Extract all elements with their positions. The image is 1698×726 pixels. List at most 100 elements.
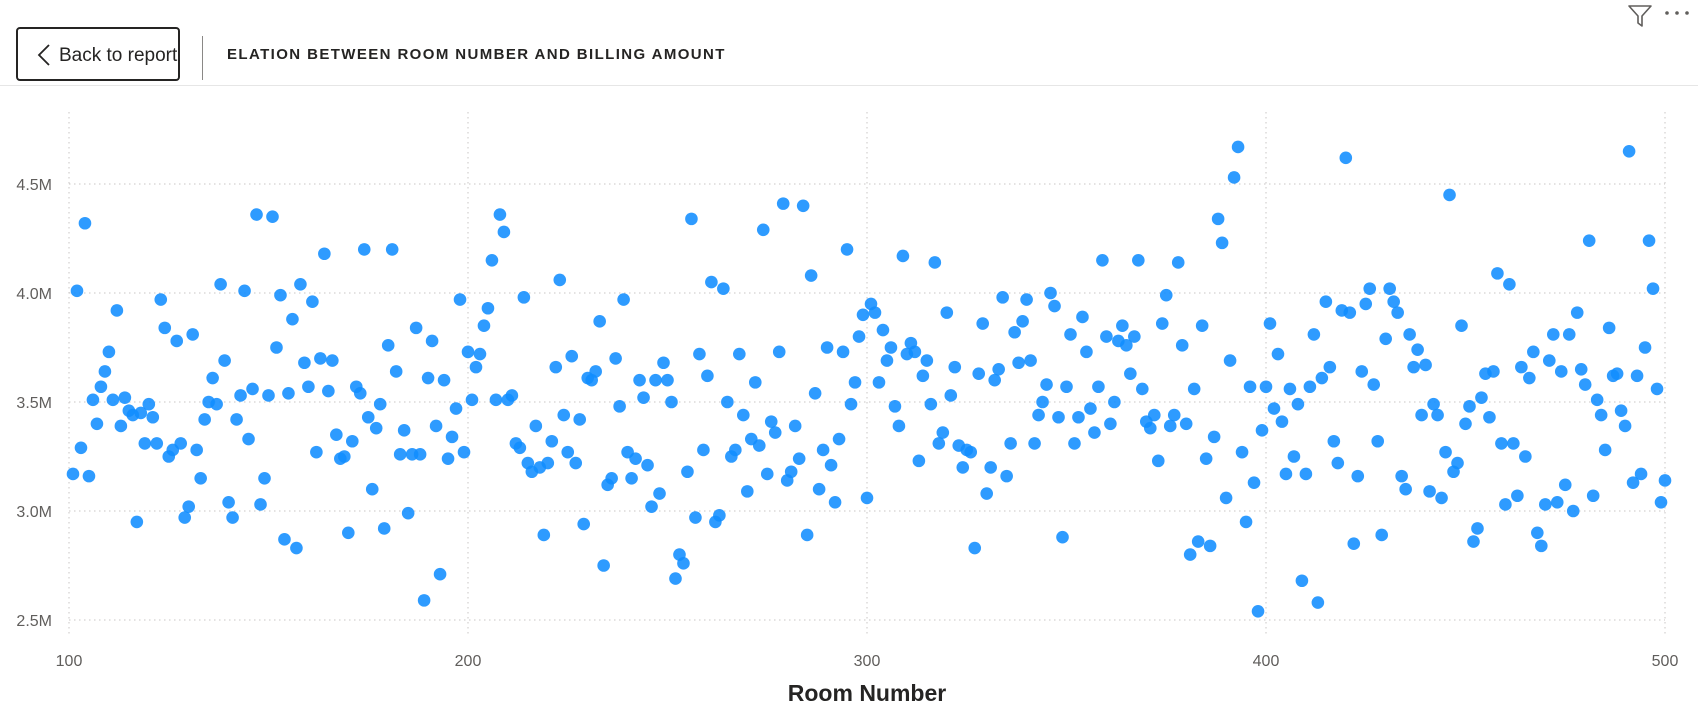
data-point	[1634, 467, 1648, 481]
data-point	[677, 557, 690, 570]
data-point	[106, 393, 120, 407]
data-point	[1642, 234, 1656, 247]
data-point	[230, 413, 243, 426]
data-point	[1147, 408, 1161, 422]
data-point	[397, 424, 411, 437]
data-point	[936, 426, 950, 439]
data-point	[1307, 328, 1321, 341]
data-point	[214, 277, 227, 291]
data-point	[1084, 402, 1097, 415]
data-point	[318, 247, 331, 261]
data-point	[477, 319, 491, 332]
data-point	[812, 482, 826, 496]
data-point	[493, 208, 507, 221]
data-point	[1143, 421, 1157, 435]
data-point	[888, 400, 902, 413]
x-tick-label: 200	[455, 653, 482, 670]
back-to-report-button[interactable]: Back to report	[16, 27, 180, 81]
data-point	[1650, 382, 1664, 396]
data-point	[1159, 288, 1173, 302]
data-point	[1379, 332, 1392, 346]
data-point	[860, 491, 874, 505]
data-point	[988, 373, 1001, 387]
data-point	[1578, 378, 1592, 391]
filter-icon[interactable]	[1627, 4, 1653, 28]
data-point	[421, 371, 435, 385]
data-point	[1475, 391, 1488, 404]
data-point	[553, 273, 567, 287]
data-point	[912, 454, 926, 468]
data-point	[1423, 485, 1436, 498]
data-point	[996, 291, 1009, 304]
data-point	[1487, 365, 1500, 378]
data-point	[1052, 410, 1065, 424]
data-point	[1539, 498, 1552, 511]
more-options-icon[interactable]	[1664, 8, 1690, 18]
data-point	[1435, 491, 1448, 505]
data-point	[537, 528, 551, 542]
data-point	[1072, 410, 1085, 424]
data-point	[597, 559, 610, 572]
data-point	[1207, 430, 1221, 444]
data-point	[1259, 380, 1273, 394]
data-point	[1060, 380, 1073, 394]
data-point	[653, 487, 666, 500]
data-point	[485, 254, 499, 267]
data-point	[1343, 306, 1357, 319]
data-point	[1056, 530, 1069, 544]
data-point	[314, 352, 327, 365]
data-point	[1048, 299, 1061, 313]
data-point	[1550, 495, 1564, 509]
data-point	[473, 347, 487, 361]
data-point	[1323, 360, 1337, 374]
data-point	[445, 430, 459, 444]
data-point	[569, 456, 583, 470]
data-point	[465, 393, 479, 407]
data-point	[613, 400, 626, 413]
data-point	[74, 441, 88, 455]
data-point	[1287, 450, 1301, 463]
data-point	[529, 419, 543, 433]
data-point	[541, 456, 555, 470]
data-point	[393, 448, 407, 461]
data-point	[1223, 354, 1237, 367]
data-point	[306, 295, 319, 309]
data-point	[1231, 140, 1245, 154]
grid-lines	[68, 112, 1666, 634]
data-point	[940, 306, 954, 319]
data-point	[429, 419, 443, 433]
data-point	[928, 256, 942, 269]
data-point	[1503, 277, 1516, 291]
data-point	[326, 354, 339, 367]
data-point	[1187, 382, 1201, 396]
data-point	[1646, 282, 1660, 295]
data-point	[713, 509, 726, 522]
data-point	[629, 452, 642, 465]
data-point	[118, 391, 132, 404]
data-point	[1359, 297, 1373, 311]
data-point	[290, 541, 303, 555]
data-point	[90, 417, 104, 431]
data-point	[322, 384, 335, 398]
x-tick-label: 500	[1652, 653, 1679, 670]
data-point	[1602, 321, 1616, 335]
data-point	[330, 428, 343, 442]
data-point	[1044, 286, 1057, 300]
data-point	[1582, 234, 1596, 247]
data-point	[609, 352, 622, 365]
data-point	[130, 515, 144, 529]
data-point	[278, 533, 291, 546]
data-point	[1419, 358, 1432, 372]
chart-title: ELATION BETWEEN ROOM NUMBER AND BILLING …	[227, 46, 726, 63]
data-point	[234, 389, 247, 402]
data-point	[1590, 393, 1604, 407]
data-point	[1355, 365, 1369, 378]
data-point	[389, 365, 403, 378]
data-point	[1108, 395, 1121, 409]
data-point	[1427, 397, 1440, 411]
data-point	[425, 334, 439, 348]
data-point	[70, 284, 84, 298]
data-point	[1028, 437, 1041, 450]
data-point	[1387, 295, 1400, 309]
data-point	[968, 541, 982, 555]
